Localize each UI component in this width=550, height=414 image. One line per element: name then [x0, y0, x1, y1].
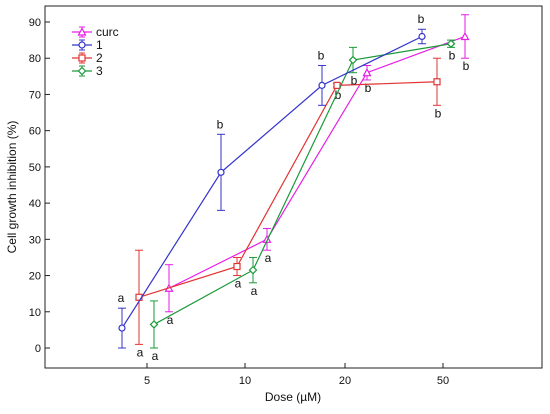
- data-point-marker: [418, 32, 426, 41]
- y-tick-label: 80: [29, 53, 41, 65]
- significance-label: b: [217, 117, 224, 131]
- series-line: [168, 35, 466, 289]
- series-line: [138, 81, 438, 298]
- data-point-marker: [217, 168, 225, 176]
- series-line: [121, 35, 423, 329]
- significance-label: a: [251, 284, 258, 298]
- legend-label: 3: [96, 64, 103, 78]
- y-tick-label: 0: [35, 343, 41, 355]
- significance-label: b: [335, 88, 342, 102]
- y-axis-title: Cell growth inhibition (%): [5, 121, 19, 254]
- data-point-marker: [233, 262, 241, 271]
- significance-label: b: [365, 81, 372, 95]
- significance-label: a: [235, 277, 242, 291]
- data-point-marker: [78, 41, 86, 49]
- data-point-marker: [77, 66, 87, 76]
- y-tick-label: 40: [29, 198, 41, 210]
- plot-area: [44, 5, 543, 369]
- legend-item: 1: [72, 38, 103, 52]
- y-tick-label: 70: [29, 89, 41, 101]
- x-axis-title: Dose (µM): [265, 390, 321, 404]
- data-point-marker: [77, 27, 87, 36]
- legend-item: 3: [72, 64, 103, 78]
- y-tick-label: 30: [29, 234, 41, 246]
- significance-label: b: [435, 106, 442, 120]
- data-point-marker: [248, 265, 258, 275]
- significance-label: a: [118, 291, 125, 305]
- significance-label: a: [137, 345, 144, 359]
- y-tick-label: 60: [29, 126, 41, 138]
- data-point-marker: [433, 78, 441, 86]
- significance-label: b: [449, 48, 456, 62]
- data-point-marker: [78, 54, 86, 62]
- data-point-marker: [460, 31, 470, 41]
- series-line: [153, 43, 452, 325]
- significance-label: a: [265, 251, 272, 265]
- data-point-marker: [348, 55, 358, 65]
- significance-label: b: [418, 12, 425, 26]
- significance-label: b: [318, 48, 325, 62]
- y-tick-label: 10: [29, 307, 41, 319]
- y-tick-label: 90: [29, 17, 41, 29]
- significance-label: b: [463, 59, 470, 73]
- data-point-marker: [446, 39, 456, 49]
- x-tick-label: 5: [144, 375, 150, 387]
- y-axis: 0 10 20 30 40 50 60 70 80 90: [29, 17, 50, 355]
- x-axis: 5 10 20 50: [144, 363, 449, 387]
- data-point-marker: [333, 81, 341, 89]
- data-point-marker: [149, 320, 159, 329]
- legend-item: curc: [72, 25, 119, 39]
- data-point-marker: [262, 234, 272, 243]
- x-tick-label: 10: [239, 375, 251, 387]
- legend-item: 2: [72, 51, 103, 65]
- significance-label: a: [167, 313, 174, 327]
- significance-label: a: [152, 349, 159, 363]
- data-point-marker: [118, 324, 126, 332]
- legend-label: 1: [96, 38, 103, 52]
- data-point-marker: [362, 67, 372, 77]
- y-tick-label: 20: [29, 271, 41, 283]
- legend-label: curc: [96, 25, 119, 39]
- x-tick-label: 50: [437, 375, 449, 387]
- legend-label: 2: [96, 51, 103, 65]
- y-tick-label: 50: [29, 162, 41, 174]
- x-tick-label: 20: [339, 375, 351, 387]
- data-point-marker: [318, 81, 326, 89]
- significance-label: b: [351, 74, 358, 88]
